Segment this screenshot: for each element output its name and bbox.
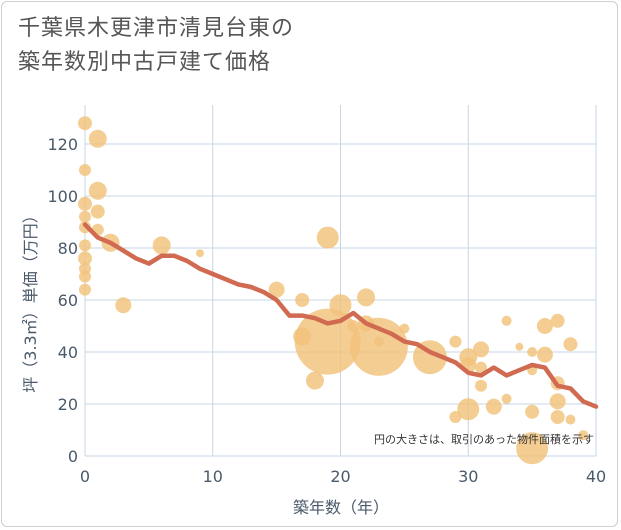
bubble-point	[475, 379, 488, 392]
bubble-size-note: 円の大きさは、取引のあった物件面積を示す	[374, 432, 594, 446]
x-tick-label: 10	[203, 467, 223, 486]
y-tick-label: 60	[58, 291, 78, 310]
chart-title: 千葉県木更津市清見台東の 築年数別中古戸建て価格	[18, 12, 294, 80]
bubble-point	[501, 393, 512, 404]
y-tick-label: 40	[58, 343, 78, 362]
bubble-point	[305, 371, 324, 390]
bubble-point	[78, 116, 92, 131]
bubble-point	[549, 393, 566, 410]
bubble-point	[78, 251, 92, 266]
bubble-point	[294, 308, 361, 375]
bubble-point	[563, 337, 578, 352]
bubble-point	[550, 410, 565, 424]
bubble-point	[399, 323, 410, 334]
bubble-point	[295, 293, 310, 307]
bubble-point	[373, 336, 384, 347]
grid	[84, 105, 597, 457]
y-tick-label: 0	[68, 447, 78, 466]
bubble-point	[527, 347, 538, 357]
x-tick-label: 0	[80, 467, 90, 486]
bubble-point	[578, 430, 589, 441]
x-axis-title: 築年数（年）	[293, 498, 389, 517]
average-price-line	[82, 222, 599, 409]
bubble-point	[88, 181, 107, 200]
bubble-series	[78, 116, 589, 465]
bubble-point	[316, 226, 339, 249]
bubble-point	[329, 294, 352, 317]
bubble-point	[79, 283, 91, 296]
bubble-point	[536, 346, 553, 363]
axis-ticks: 0 10 20 30 40 0 20 40 60 80 100 120	[47, 135, 606, 486]
y-tick-label: 20	[58, 395, 78, 414]
bubble-point	[88, 129, 107, 148]
bubble-point	[357, 288, 376, 307]
bubble-point	[449, 335, 462, 348]
bubble-point	[485, 398, 502, 415]
bubble-point	[473, 341, 490, 358]
bubble-point	[268, 281, 285, 298]
bubble-point	[90, 204, 105, 219]
chart-title-line1: 千葉県木更津市清見台東の	[18, 16, 295, 41]
bubble-point	[475, 361, 488, 374]
y-axis-title: 坪（3.3㎡）単価（万円）	[21, 207, 40, 392]
y-tick-label: 120	[47, 135, 78, 154]
bubble-point	[501, 315, 512, 326]
bubble-point	[79, 239, 91, 252]
bubble-point	[79, 270, 91, 283]
x-tick-label: 30	[458, 467, 478, 486]
x-tick-label: 20	[330, 467, 350, 486]
bubble-point	[515, 342, 524, 351]
bubble-point	[516, 432, 549, 465]
bubble-point	[152, 236, 171, 255]
bubble-point	[79, 164, 91, 176]
y-tick-label: 100	[47, 187, 78, 206]
chart-title-line2: 築年数別中古戸建て価格	[18, 50, 272, 75]
bubble-point	[550, 313, 565, 328]
bubble-point	[78, 196, 92, 211]
bubble-point	[79, 210, 91, 223]
y-tick-label: 80	[58, 239, 78, 258]
bubble-point	[195, 249, 204, 258]
bubble-point	[565, 414, 576, 425]
trend-line-series	[82, 222, 599, 409]
bubble-point	[525, 404, 540, 419]
bubble-point	[115, 297, 132, 314]
x-tick-label: 40	[586, 467, 606, 486]
bubble-point	[536, 318, 553, 334]
bubble-point	[457, 398, 480, 421]
